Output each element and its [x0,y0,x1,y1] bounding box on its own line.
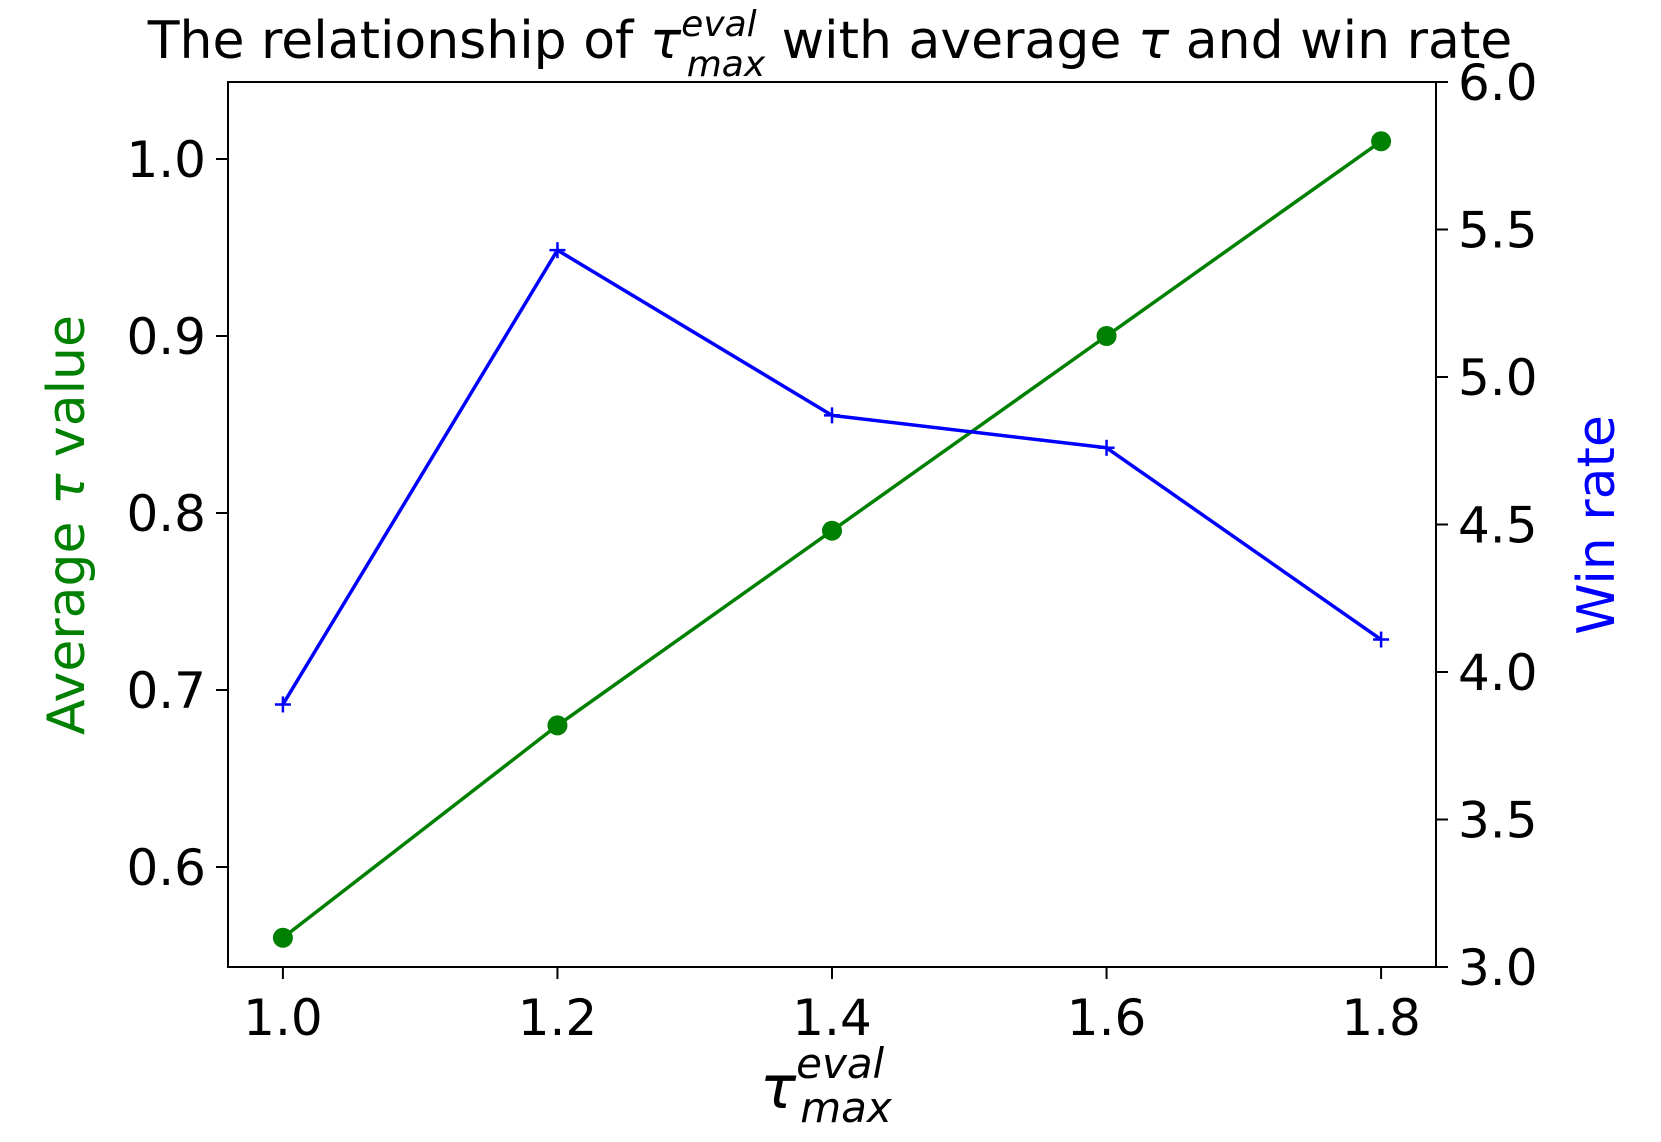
average-tau-point [272,927,293,948]
x-tick-label: 1.6 [1067,989,1147,1047]
left-y-axis: 0.6 0.7 0.8 0.9 1.0 [126,131,228,897]
left-axis-title-tau: τ [37,473,97,505]
win-rate-point [824,407,840,424]
chart-title-prefix: The relationship of [147,11,650,71]
win-rate-point [1373,631,1390,648]
left-tick-label: 0.7 [126,662,206,720]
win-rate-point [549,242,566,259]
left-tick-label: 0.6 [126,839,206,897]
right-axis-title: Win rate [1567,415,1627,635]
right-tick-label: 4.5 [1458,497,1538,555]
series-layer [272,131,1392,948]
left-tick-label: 0.8 [126,485,206,543]
chart-title-tail: and win rate [1169,11,1512,71]
x-axis: 1.0 1.2 1.4 1.6 1.8 [243,967,1421,1047]
left-axis-title: Average τ value [37,315,97,735]
chart-title-tau-sup: eval [681,4,757,45]
chart-title-tau-sub: max [687,44,766,85]
win-rate-line [281,248,1383,706]
right-tick-label: 3.5 [1458,792,1538,850]
right-tick-label: 4.0 [1458,644,1538,702]
win-rate-point [1098,439,1115,456]
average-tau-point [822,520,842,541]
x-axis-title-sub: max [800,1083,893,1132]
right-tick-label: 6.0 [1458,54,1538,112]
right-y-axis: 3.0 3.5 4.0 4.5 5.0 5.5 6.0 [1436,54,1538,997]
win-rate-point [274,696,291,713]
x-tick-label: 1.4 [792,989,872,1047]
right-tick-label: 5.0 [1458,349,1538,407]
chart-title-middle: with average [765,11,1138,71]
left-tick-label: 1.0 [126,131,206,189]
left-axis-title-suffix: value [37,315,97,474]
average-tau-point [1371,131,1392,152]
chart-title-tau-2: τ [1138,11,1170,71]
average-tau-point [547,715,568,736]
chart-title: The relationship of τeval max with averag… [147,4,1512,85]
left-tick-label: 0.9 [126,308,206,366]
average-tau-point [1096,325,1117,346]
x-tick-label: 1.2 [518,989,598,1047]
x-axis-title-sup: eval [796,1039,884,1088]
x-tick-label: 1.0 [243,989,323,1047]
right-tick-label: 3.0 [1458,939,1538,997]
x-tick-label: 1.8 [1341,989,1421,1047]
left-axis-title-prefix: Average [37,505,97,735]
x-axis-title-tau: τ [760,1053,797,1123]
right-tick-label: 5.5 [1458,202,1538,260]
chart-title-tau: τ [650,11,682,71]
x-axis-title: τeval max [760,1039,893,1132]
